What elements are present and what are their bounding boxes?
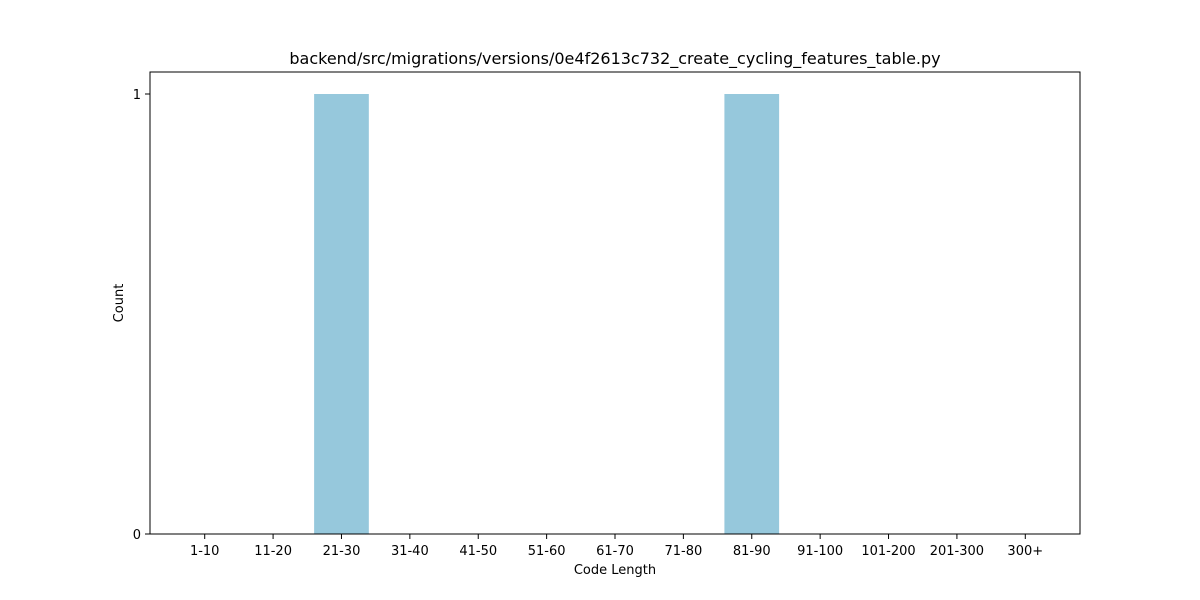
x-tick-label: 21-30: [323, 544, 361, 559]
plot-frame: [149, 71, 1081, 535]
x-tick-label: 201-300: [930, 544, 984, 559]
chart-title: backend/src/migrations/versions/0e4f2613…: [289, 49, 940, 69]
x-tick-label: 61-70: [596, 544, 634, 559]
x-tick-label: 31-40: [391, 544, 429, 559]
x-axis-label: Code Length: [574, 563, 656, 578]
x-tick-label: 71-80: [664, 544, 702, 559]
y-axis-ticks: 01: [133, 88, 150, 543]
x-tick-label: 51-60: [528, 544, 566, 559]
bar-81-90: [724, 94, 780, 534]
x-tick-label: 300+: [1007, 544, 1043, 559]
x-tick-label: 81-90: [733, 544, 771, 559]
x-axis-ticks: 1-10 11-20 21-30 31-40 41-50 51-60 61-70 71-80 8…: [190, 534, 1043, 559]
x-tick-label: 11-20: [254, 544, 292, 559]
bars-layer: [314, 94, 780, 534]
y-tick-label: 1: [133, 88, 141, 103]
x-tick-label: 91-100: [797, 544, 843, 559]
x-tick-label: 1-10: [190, 544, 220, 559]
x-tick-label: 101-200: [861, 544, 915, 559]
y-axis-label: Count: [112, 284, 127, 323]
x-tick-label: 41-50: [459, 544, 497, 559]
y-tick-label: 0: [133, 528, 141, 543]
bar-21-30: [314, 94, 369, 534]
